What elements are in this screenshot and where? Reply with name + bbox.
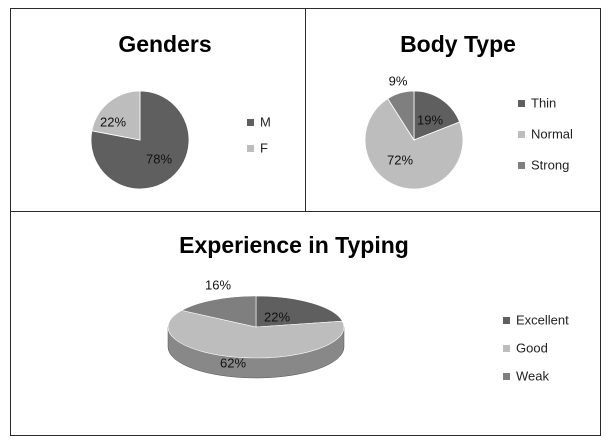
data-label-excellent: 22% (264, 309, 290, 324)
legend-label-normal: Normal (531, 126, 573, 141)
legend-swatch-good (503, 345, 510, 352)
chart-title: Experience in Typing (179, 232, 409, 258)
legend-swatch-f (247, 145, 254, 152)
chart-title: Body Type (400, 31, 516, 57)
legend-label-good: Good (516, 340, 548, 355)
pie-slice-normal (364, 98, 464, 190)
pie-slice-weak (180, 295, 257, 328)
legend-label-m: M (260, 114, 271, 129)
legend-label-strong: Strong (531, 157, 569, 172)
genders-pie-chart: Genders 78% 22% MF (90, 31, 271, 190)
data-label-good: 62% (220, 355, 246, 370)
body-type-pie-chart: Body Type 19% 72% 9% Thin Normal Strong (364, 31, 573, 190)
data-label-m: 78% (146, 151, 172, 166)
pie-slice-good (167, 310, 345, 359)
pie-slice-f (91, 90, 141, 141)
pie-slice-excellent (255, 295, 343, 328)
experience-chart-panel: Experience in Typing 22% 62% 16% Excellent G… (10, 211, 601, 436)
data-label-normal: 72% (387, 152, 413, 167)
legend-swatch-excellent (503, 317, 510, 324)
data-label-thin: 19% (417, 112, 443, 127)
legend-label-thin: Thin (531, 95, 556, 110)
legend-label-weak: Weak (516, 368, 549, 383)
data-label-f: 22% (100, 114, 126, 129)
legend-swatch-strong (518, 162, 525, 169)
pie-slice-thin (413, 90, 461, 141)
legend-swatch-m (247, 119, 254, 126)
legend-swatch-weak (503, 373, 510, 380)
legend-label-f: F (260, 140, 268, 155)
legend-label-excellent: Excellent (516, 312, 569, 327)
pie-slice-strong (387, 90, 415, 142)
chart-title: Genders (118, 31, 211, 57)
experience-pie-chart: Experience in Typing 22% 62% 16% Excellent G… (167, 232, 569, 383)
data-label-strong: 9% (389, 73, 408, 88)
legend-swatch-thin (518, 100, 525, 107)
genders-chart-panel: Genders 78% 22% M F (10, 8, 306, 212)
legend-swatch-normal (518, 131, 525, 138)
body-type-chart-panel: Body Type 19% 72% 9% Thin Normal Strong (305, 8, 601, 212)
data-label-weak: 16% (205, 277, 231, 292)
